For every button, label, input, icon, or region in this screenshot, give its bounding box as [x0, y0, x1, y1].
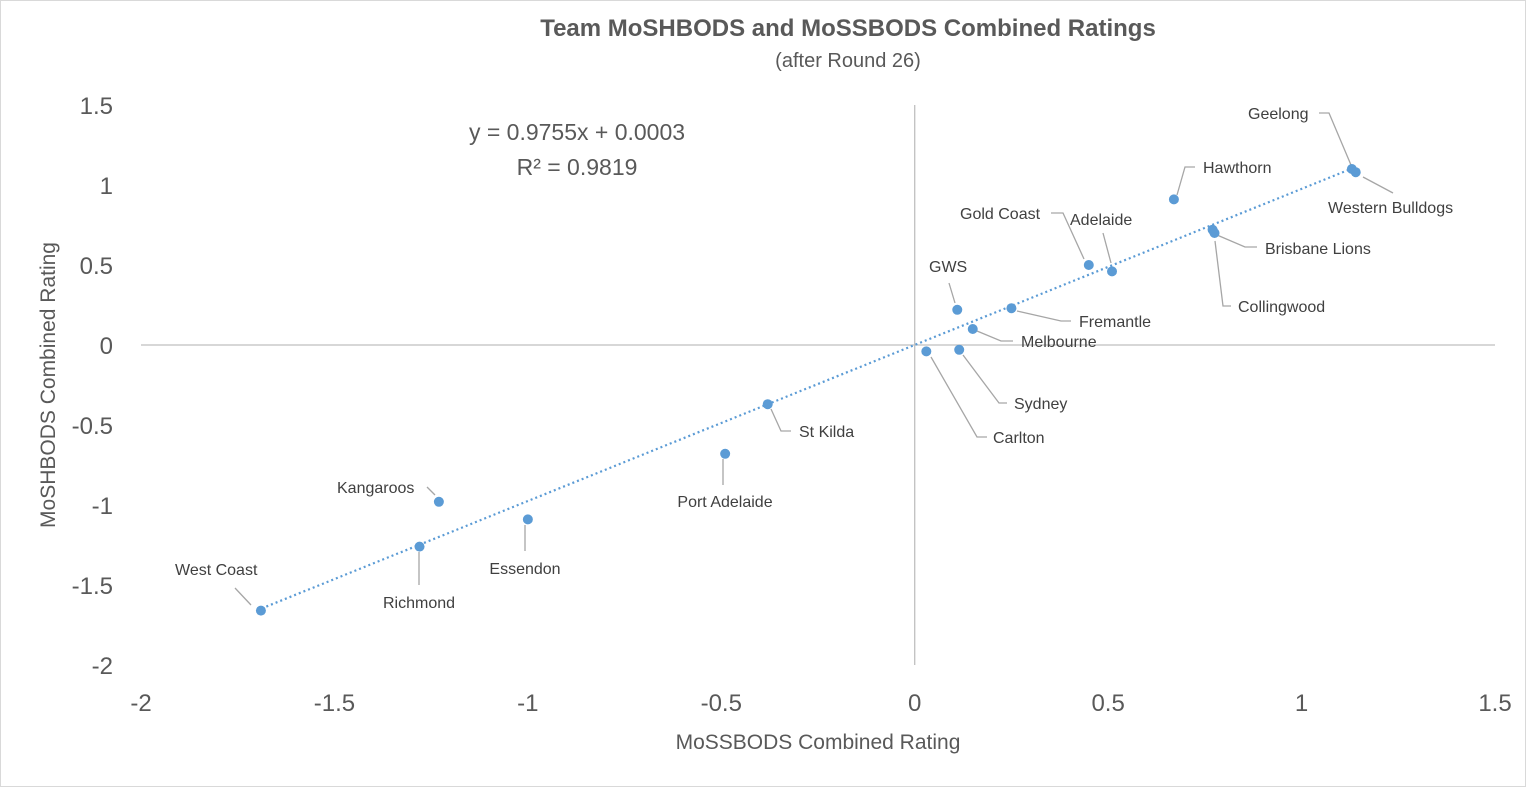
- x-tick-label: 0: [908, 690, 921, 717]
- x-tick-label: -2: [130, 690, 151, 717]
- y-tick-label: 1: [100, 173, 113, 200]
- data-label: Essendon: [489, 561, 560, 578]
- label-leader-line: [1016, 310, 1071, 322]
- label-leader-line: [948, 282, 956, 304]
- label-leader-line: [1214, 240, 1231, 307]
- data-labels: Geelong Western Bulldogs Hawthorn Brisbane …: [175, 106, 1453, 612]
- data-label: Melbourne: [1021, 334, 1097, 351]
- x-tick-label: 1.5: [1478, 690, 1511, 717]
- label-leader-line: [1362, 176, 1394, 194]
- label-leader-line: [234, 587, 252, 606]
- data-point: [967, 324, 978, 334]
- data-label: Western Bulldogs: [1328, 200, 1453, 217]
- data-point: [952, 304, 963, 315]
- label-leader-line: [930, 356, 987, 438]
- data-point: [1006, 303, 1017, 314]
- data-label: GWS: [929, 259, 967, 276]
- y-tick-label: 1.5: [80, 93, 113, 120]
- label-leader-line: [1216, 234, 1257, 248]
- label-leader-line: [1176, 166, 1195, 196]
- data-label: St Kilda: [799, 424, 854, 441]
- label-leader-line: [426, 486, 436, 496]
- y-axis-title: MoSHBODS Combined Rating: [37, 242, 60, 528]
- data-label: Richmond: [383, 595, 455, 612]
- data-point: [414, 541, 425, 552]
- data-label: Carlton: [993, 430, 1045, 447]
- x-tick-label: -1: [517, 690, 538, 717]
- data-label: West Coast: [175, 562, 258, 579]
- chart-title: Team MoSHBODS and MoSSBODS Combined Rati…: [540, 15, 1156, 42]
- data-label: Hawthorn: [1203, 160, 1271, 177]
- data-point: [1209, 228, 1220, 238]
- y-tick-label: -1: [92, 493, 113, 520]
- x-axis-title: MoSSBODS Combined Rating: [676, 731, 961, 754]
- r-squared: R² = 0.9819: [517, 154, 638, 180]
- data-label: Port Adelaide: [677, 494, 772, 511]
- y-tick-label: 0.5: [80, 253, 113, 280]
- data-point: [1350, 167, 1361, 178]
- label-leader-line: [1319, 112, 1352, 166]
- label-leader-line: [962, 354, 1007, 404]
- label-leader-line: [770, 408, 791, 432]
- data-label: Brisbane Lions: [1265, 241, 1371, 258]
- data-point: [720, 448, 731, 459]
- data-label: Kangaroos: [337, 480, 414, 497]
- label-leaders: [234, 112, 1394, 606]
- data-point: [954, 344, 965, 355]
- data-point: [433, 496, 444, 507]
- x-tick-label: -1.5: [314, 690, 355, 717]
- x-tick-labels: -2 -1.5 -1 -0.5 0 0.5 1 1.5: [130, 690, 1511, 717]
- y-tick-label: 0: [100, 333, 113, 360]
- x-tick-label: 1: [1295, 690, 1308, 717]
- data-label: Sydney: [1014, 396, 1067, 413]
- data-point: [762, 399, 773, 410]
- y-tick-label: -0.5: [72, 413, 113, 440]
- data-label: Adelaide: [1070, 212, 1132, 229]
- trendline-equation: y = 0.9755x + 0.0003: [469, 119, 685, 145]
- y-tick-label: -1.5: [72, 573, 113, 600]
- data-point: [255, 605, 266, 616]
- axes: [141, 105, 1495, 665]
- data-point: [522, 514, 533, 525]
- data-points: [255, 164, 1361, 616]
- data-point: [921, 346, 932, 357]
- data-label: Collingwood: [1238, 299, 1325, 316]
- data-point: [1168, 194, 1179, 205]
- data-point: [1107, 266, 1118, 277]
- data-point: [1083, 260, 1094, 270]
- label-leader-line: [976, 330, 1013, 342]
- x-tick-label: -0.5: [701, 690, 742, 717]
- label-leader-line: [1051, 212, 1085, 260]
- data-label: Geelong: [1248, 106, 1309, 123]
- data-label: Gold Coast: [960, 206, 1041, 223]
- y-tick-labels: 1.5 1 0.5 0 -0.5 -1 -1.5 -2: [72, 93, 113, 680]
- label-leader-line: [1102, 232, 1112, 264]
- chart-subtitle: (after Round 26): [775, 50, 921, 72]
- x-tick-label: 0.5: [1091, 690, 1124, 717]
- data-label: Fremantle: [1079, 314, 1151, 331]
- y-tick-label: -2: [92, 653, 113, 680]
